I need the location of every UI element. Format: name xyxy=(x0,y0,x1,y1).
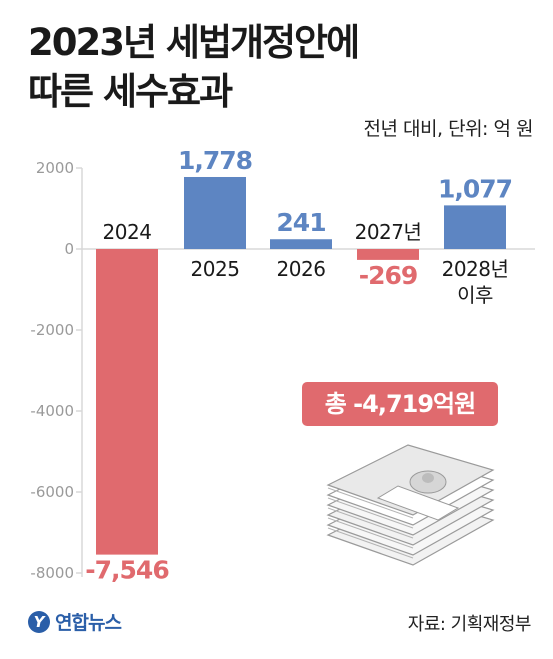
value-label-3: -269 xyxy=(359,261,418,290)
value-label-4: 1,077 xyxy=(438,174,512,203)
bar-4 xyxy=(444,205,506,249)
logo-text: 연합뉴스 xyxy=(55,612,122,634)
bar-3 xyxy=(357,249,419,260)
money-stack-icon xyxy=(326,444,495,566)
y-tick-label: -6000 xyxy=(30,483,74,501)
bar-0 xyxy=(96,249,158,555)
total-badge: 총 -4,719억원 xyxy=(302,382,498,426)
bar-1 xyxy=(184,176,246,249)
y-tick-label: 2000 xyxy=(36,159,74,177)
yonhap-logo: Y 연합뉴스 xyxy=(28,608,122,635)
source-note: 자료: 기획재정부 xyxy=(407,614,532,635)
category-label-3: 2027년 xyxy=(355,220,422,244)
y-tick-label: 0 xyxy=(64,240,74,258)
y-tick-label: -8000 xyxy=(30,564,74,582)
title-line-1: 2023년 세법개정안에 xyxy=(28,21,360,64)
y-tick-label: -2000 xyxy=(30,321,74,339)
category-label-2: 2026 xyxy=(277,257,326,281)
value-label-2: 241 xyxy=(276,208,325,237)
category-label-1: 2025 xyxy=(191,257,240,281)
category-label-4: 2028년 이후 xyxy=(442,257,509,307)
bar-2 xyxy=(270,239,332,249)
y-tick-label: -4000 xyxy=(30,402,74,420)
value-label-0: -7,546 xyxy=(85,556,169,585)
category-label-0: 2024 xyxy=(103,220,152,244)
logo-mark-icon: Y xyxy=(28,610,50,633)
unit-subtitle: 전년 대비, 단위: 억 원 xyxy=(363,118,534,140)
title-line-2: 따른 세수효과 xyxy=(28,70,233,113)
chart-title: 2023년 세법개정안에 따른 세수효과 xyxy=(28,18,360,116)
value-label-1: 1,778 xyxy=(178,146,252,175)
